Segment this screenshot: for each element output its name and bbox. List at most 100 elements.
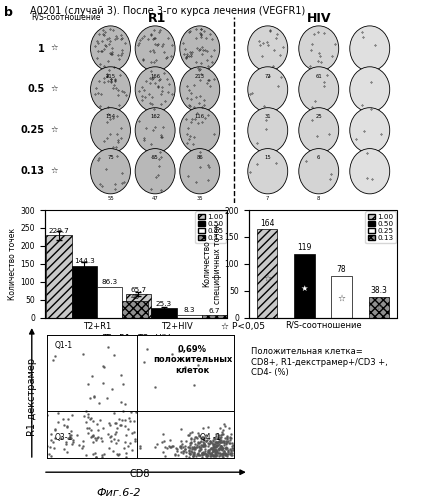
Point [212,444,219,452]
Point [93,453,100,461]
Point [195,429,201,437]
Point [87,415,94,423]
Text: ☆: ☆ [50,166,58,175]
Bar [97,286,122,318]
Point [121,438,128,446]
Point [109,386,116,394]
Circle shape [299,148,339,194]
Point [213,438,220,446]
Point [196,446,202,454]
Legend: 1.00, 0.50, 0.25, 0.13: 1.00, 0.50, 0.25, 0.13 [196,212,226,244]
Text: ☆: ☆ [375,304,383,312]
Point [183,448,190,456]
Point [189,452,196,460]
Point [89,418,96,426]
Text: 65.7: 65.7 [130,286,147,292]
Point [219,444,226,452]
Point [224,438,231,446]
Point [195,450,202,458]
Point [211,440,218,448]
Point [92,434,99,442]
Point [220,449,227,457]
Bar [126,294,151,318]
Point [185,447,192,455]
Text: R/S-соотношение: R/S-соотношение [31,12,101,22]
Text: 166: 166 [150,74,160,78]
Point [212,446,219,454]
Point [214,445,221,453]
Point [189,444,196,452]
Point [201,440,207,448]
Point [201,440,208,448]
Point [218,438,225,446]
Point [111,350,118,358]
Text: 31: 31 [264,114,271,119]
Point [188,446,195,454]
Point [120,444,127,452]
Point [191,448,198,456]
Point [219,426,226,434]
Bar [202,315,227,318]
Point [70,436,76,444]
Point [219,450,226,458]
Point [184,442,191,450]
Point [218,442,225,450]
Point [192,440,198,448]
Text: 144.3: 144.3 [74,258,95,264]
Text: 47: 47 [152,196,159,201]
Point [201,436,208,444]
Point [229,450,235,458]
Point [118,421,125,429]
Point [129,429,136,437]
Point [62,438,69,446]
Point [206,450,212,458]
Point [211,446,218,454]
Point [201,440,207,448]
Point [218,442,225,450]
Point [186,443,193,451]
Point [57,434,64,442]
Text: 213: 213 [195,74,205,78]
Point [201,440,208,448]
Point [213,442,220,450]
Point [215,449,222,457]
Point [183,452,190,460]
Point [212,446,219,454]
Point [69,440,76,448]
Point [51,424,58,432]
Point [210,434,217,442]
Point [215,434,222,442]
Point [216,436,223,444]
Point [196,443,203,451]
Point [210,443,216,451]
Bar [151,308,176,318]
Point [190,450,196,458]
Point [83,424,90,432]
Text: 86.3: 86.3 [102,279,118,285]
Point [185,431,192,439]
Point [207,444,213,452]
Point [226,432,233,440]
Circle shape [180,148,220,194]
Point [172,450,179,458]
Point [94,434,100,442]
Point [97,416,104,424]
Point [207,444,214,452]
Point [209,450,215,458]
Point [200,450,207,458]
Text: ☆: ☆ [337,294,346,303]
Point [206,448,212,456]
Circle shape [350,148,390,194]
Point [227,434,234,442]
Point [69,438,76,446]
Point [202,442,209,450]
Point [104,394,111,402]
Text: 8.3: 8.3 [184,307,195,313]
Point [215,440,222,448]
Point [187,438,194,446]
Point [222,450,229,458]
Point [177,426,184,434]
Point [87,433,94,441]
Point [221,422,228,430]
Point [196,439,202,447]
